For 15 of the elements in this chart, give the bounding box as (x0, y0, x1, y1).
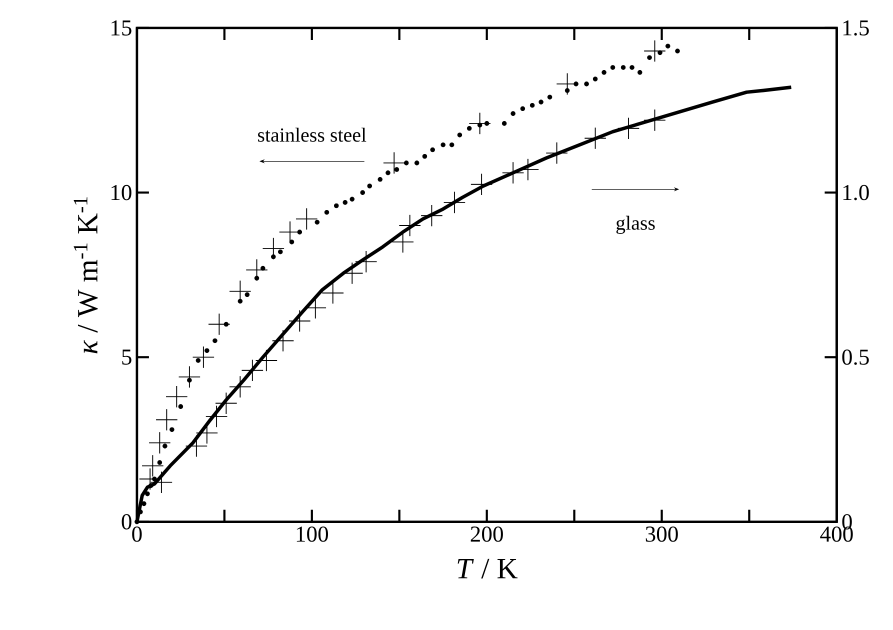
annotation: stainless steel (258, 128, 366, 142)
y2-tick-label: 1.0 (843, 185, 869, 200)
x-tick-label: 100 (296, 526, 328, 542)
y-tick-label: 10 (112, 185, 132, 200)
y-tick-label: 0 (122, 514, 132, 530)
x-axis-title: T / K (458, 559, 518, 579)
y-tick-label: 5 (122, 350, 132, 365)
annotation: glass (616, 216, 655, 234)
y-axis-title: κ / W m$^{-1}$ K$^{-1}$ (74, 197, 98, 354)
y2-tick-label: 1.5 (843, 20, 869, 36)
x-tick-label: 0 (132, 526, 142, 542)
x-tick-label: 200 (470, 526, 503, 542)
y2-tick-label: 0.5 (842, 350, 869, 365)
x-tick-label: 300 (646, 526, 678, 542)
y-tick-label: 15 (112, 20, 132, 36)
